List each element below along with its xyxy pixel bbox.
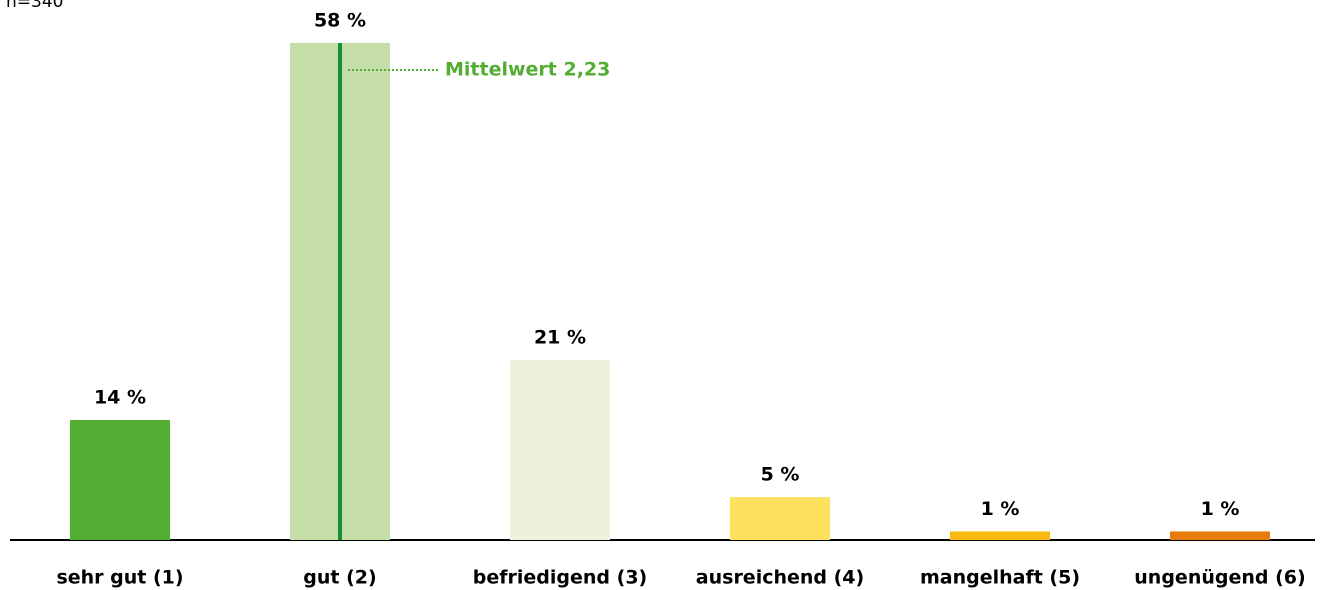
x-tick-label: befriedigend (3)	[473, 567, 647, 589]
x-tick-label: ausreichend (4)	[696, 567, 864, 589]
value-label: 1 %	[1201, 498, 1240, 520]
x-tick-label: ungenügend (6)	[1134, 567, 1305, 589]
bar	[510, 360, 610, 540]
mean-label: Mittelwert 2,23	[445, 59, 610, 81]
value-label: 1 %	[981, 498, 1020, 520]
value-label: 58 %	[314, 10, 366, 32]
x-tick-label: mangelhaft (5)	[920, 567, 1080, 589]
value-label: 5 %	[761, 464, 800, 486]
bar	[1170, 531, 1270, 540]
x-tick-label: sehr gut (1)	[56, 567, 183, 589]
subtitle: n=340	[6, 0, 63, 12]
x-tick-label: gut (2)	[303, 567, 376, 589]
bar	[950, 531, 1050, 540]
bar	[70, 420, 170, 540]
bar	[730, 497, 830, 540]
value-label: 21 %	[534, 327, 586, 349]
value-label: 14 %	[94, 387, 146, 409]
